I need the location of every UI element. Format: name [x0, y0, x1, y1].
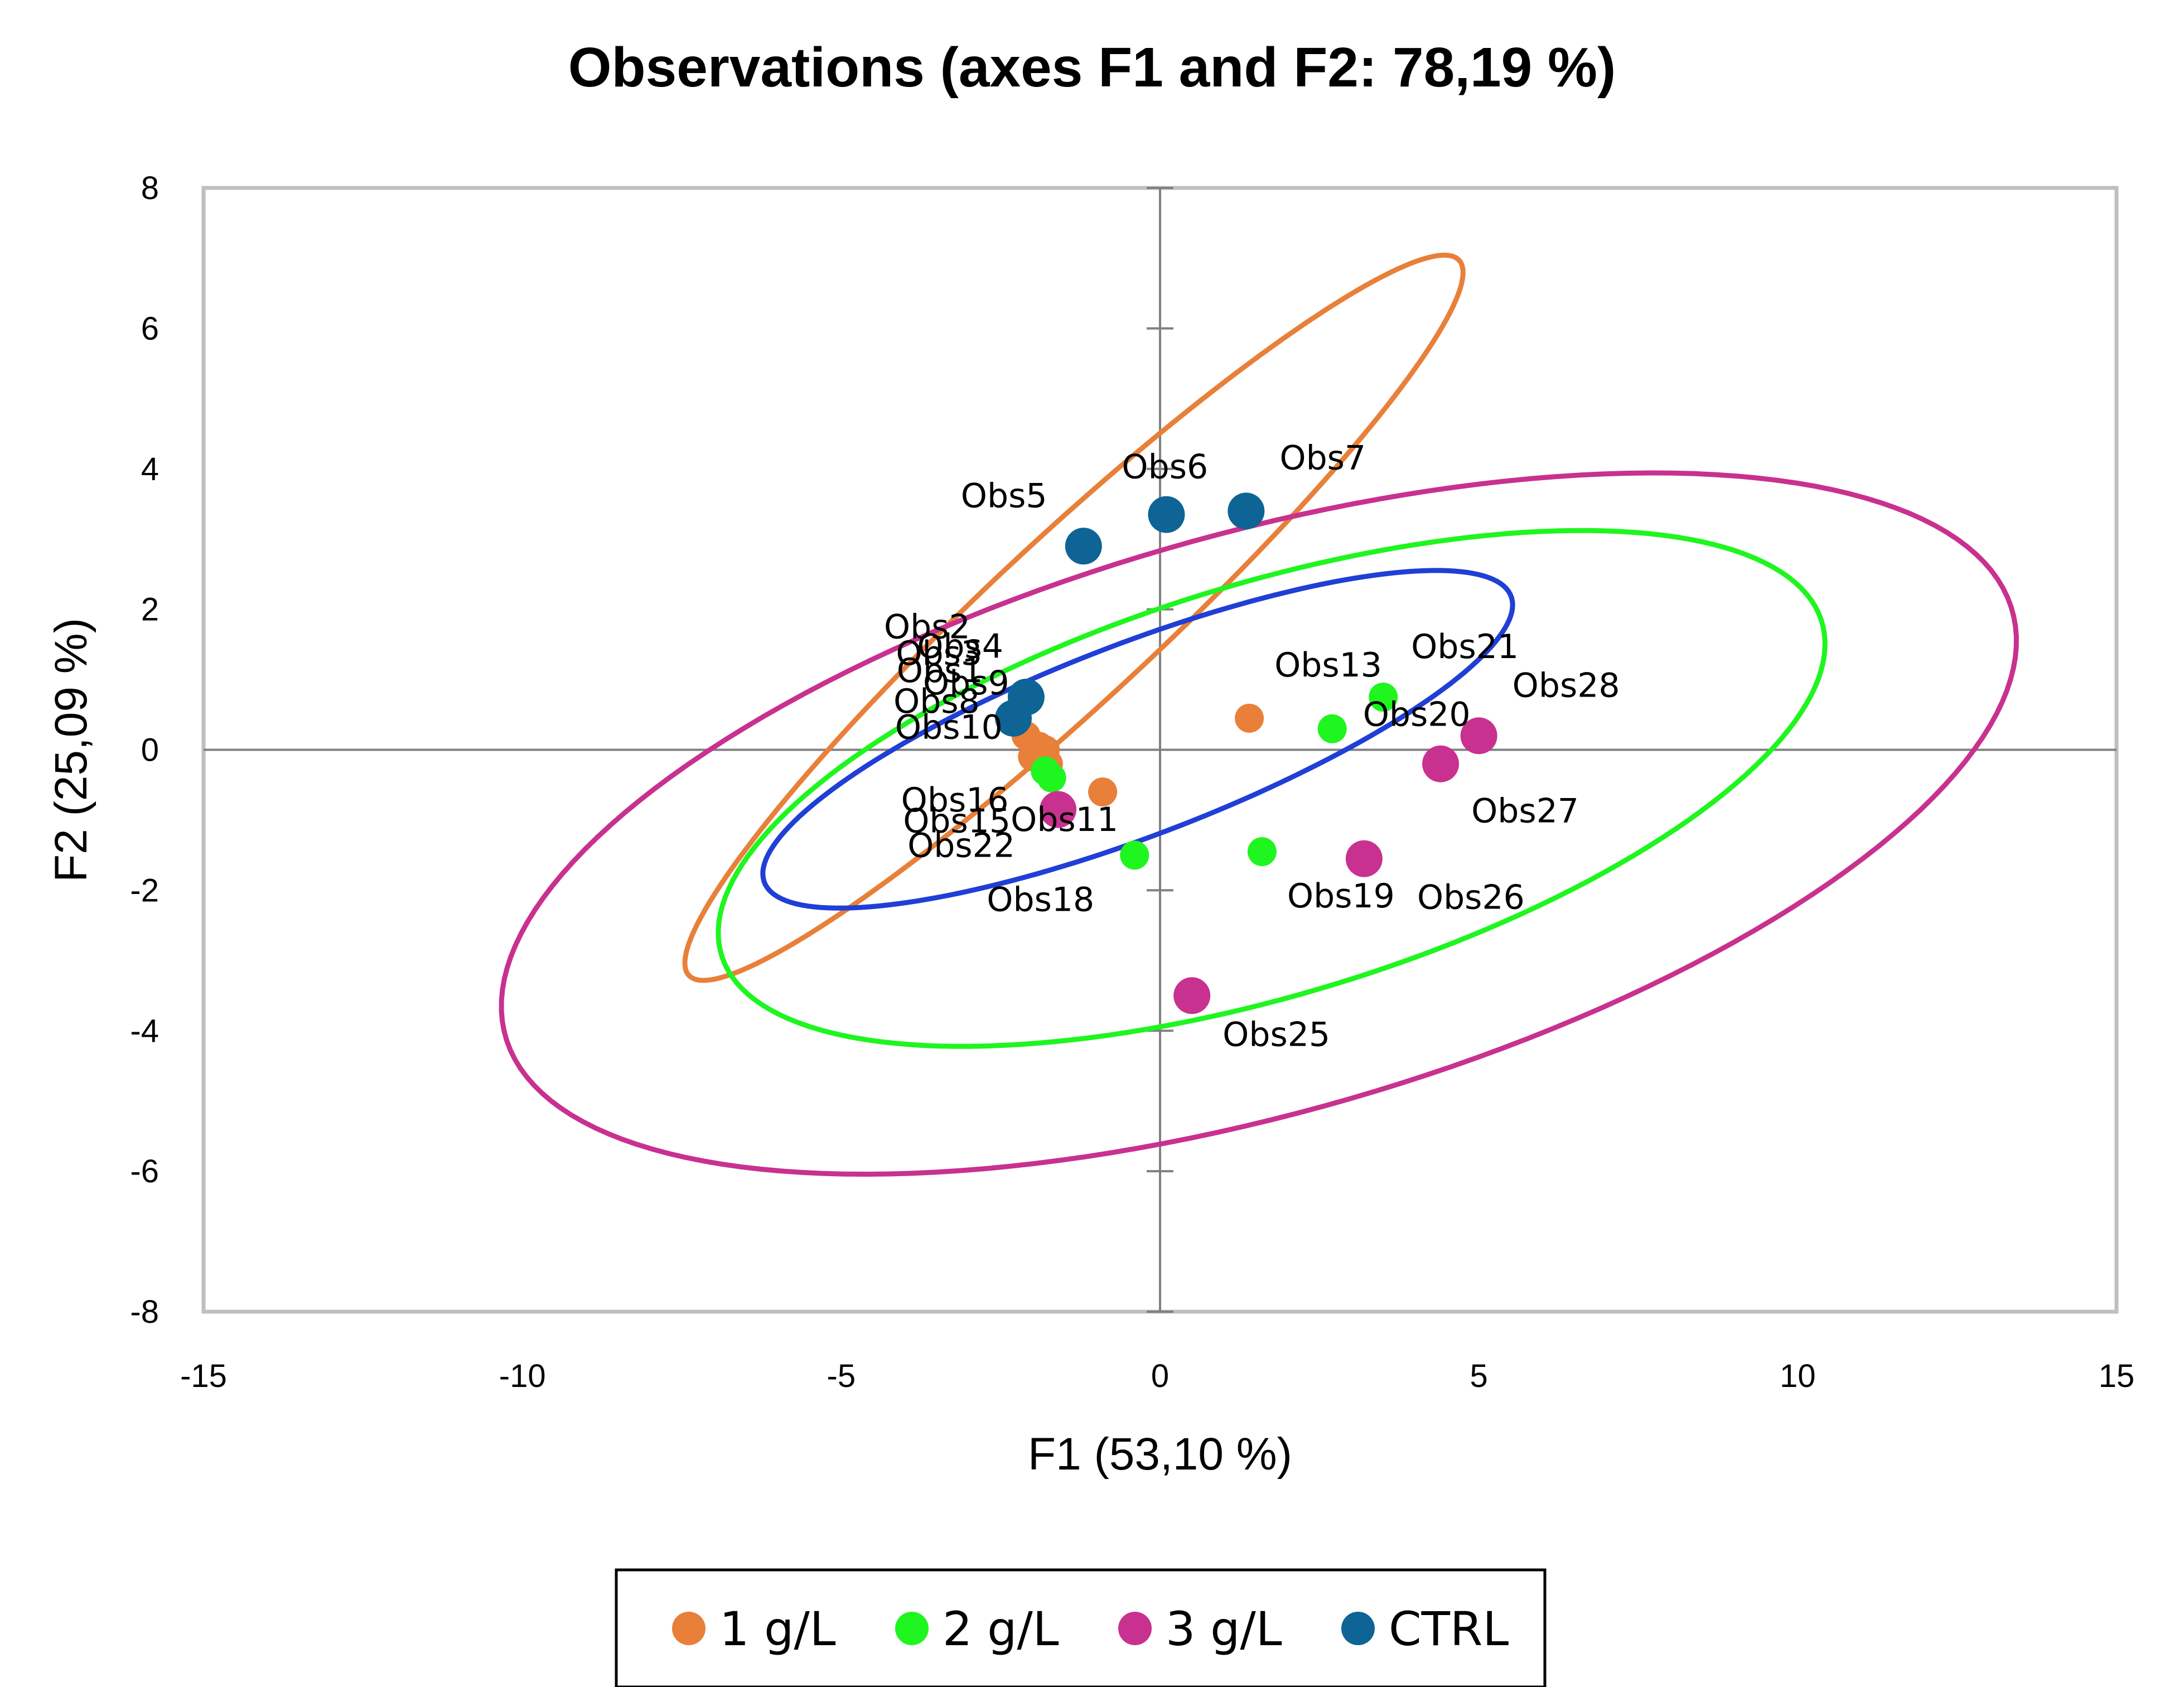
label-obs26: Obs26 [1417, 878, 1525, 917]
y-tick-label: -2 [130, 872, 159, 908]
label-obs1: Obs1 [897, 651, 983, 690]
x-tick-label: 10 [1780, 1358, 1816, 1394]
label-obs5: Obs5 [961, 476, 1047, 515]
confidence-ellipses [499, 252, 2019, 1177]
point-labels: Obs1Obs2Obs3Obs4Obs10Obs11Obs13Obs15Obs1… [884, 438, 1620, 1054]
label-obs19: Obs19 [1287, 877, 1395, 916]
label-obs27: Obs27 [1471, 792, 1579, 831]
point-obs16 [1037, 763, 1066, 792]
legend-marker-3-g-l [1118, 1612, 1152, 1645]
tick-labels: -15 -10 -5 0 5 10 15 -8 -6 -4 -2 0 2 4 6 8 [130, 170, 2134, 1394]
label-obs28: Obs28 [1513, 666, 1620, 705]
label-obs2: Obs2 [884, 607, 970, 646]
point-obs6 [1148, 496, 1185, 533]
point-obs19 [1247, 837, 1277, 867]
axes [204, 187, 2117, 1313]
y-tick-label: 2 [141, 592, 159, 628]
legend-label-ctrl: CTRL [1389, 1602, 1509, 1656]
label-obs4: Obs4 [917, 627, 1003, 666]
y-tick-label: 0 [141, 732, 159, 768]
legend-label-3-g-l: 3 g/L [1166, 1602, 1282, 1656]
chart-title: Observations (axes F1 and F2: 78,19 %) [568, 36, 1616, 99]
label-obs18: Obs18 [987, 880, 1094, 919]
label-obs7: Obs7 [1279, 438, 1366, 477]
label-obs11: Obs11 [1011, 800, 1118, 839]
y-tick-label: -6 [130, 1153, 159, 1190]
y-axis-label: F2 (25,09 %) [46, 618, 96, 882]
legend-box [615, 1568, 1547, 1687]
point-obs7 [1228, 492, 1265, 530]
label-obs9: Obs9 [923, 664, 1009, 703]
legend-marker-1-g-l [672, 1612, 706, 1645]
x-tick-label: -5 [827, 1358, 856, 1394]
y-tick-label: -8 [130, 1294, 159, 1330]
point-obs20 [1317, 714, 1347, 743]
data-points [995, 492, 1497, 1014]
y-tick-label: 4 [141, 451, 159, 487]
point-obs26 [1345, 840, 1383, 877]
x-tick-label: 5 [1470, 1358, 1488, 1394]
label-obs25: Obs25 [1223, 1015, 1330, 1054]
legend-label-1-g-l: 1 g/L [719, 1602, 836, 1656]
point-obs18 [1120, 840, 1149, 870]
point-obs9 [1007, 679, 1045, 716]
label-obs3: Obs3 [896, 634, 982, 673]
ellipse-1-g-l [682, 252, 1466, 983]
point-obs25 [1173, 977, 1211, 1014]
point-obs27 [1422, 745, 1460, 782]
y-tick-label: 8 [141, 170, 159, 206]
label-obs21: Obs21 [1411, 627, 1519, 666]
ellipse-3-g-l [499, 470, 2019, 1177]
point-obs5 [1065, 528, 1102, 565]
label-obs10: Obs10 [895, 708, 1003, 747]
legend: 1 g/L 2 g/L 3 g/L CTRL [615, 1568, 1547, 1687]
label-obs20: Obs20 [1363, 695, 1471, 734]
label-obs15: Obs15 [903, 801, 1011, 840]
legend-marker-ctrl [1341, 1612, 1375, 1645]
label-obs16: Obs16 [901, 781, 1009, 820]
label-obs8: Obs8 [893, 682, 980, 721]
x-tick-label: 0 [1151, 1358, 1169, 1394]
x-tick-label: 15 [2099, 1358, 2135, 1394]
y-tick-label: 6 [141, 311, 159, 347]
legend-marker-2-g-l [895, 1612, 929, 1645]
ellipse-2-g-l [716, 528, 1828, 1049]
point-obs13 [1235, 703, 1264, 733]
y-tick-label: -4 [130, 1013, 159, 1049]
x-tick-label: -15 [180, 1358, 227, 1394]
point-obs21 [1369, 683, 1398, 712]
point-obs22 [1040, 791, 1077, 828]
legend-label-2-g-l: 2 g/L [943, 1602, 1059, 1656]
label-obs13: Obs13 [1274, 646, 1382, 685]
x-tick-label: -10 [499, 1358, 546, 1394]
label-obs6: Obs6 [1122, 448, 1208, 487]
point-obs28 [1460, 717, 1497, 755]
label-obs22: Obs22 [907, 826, 1015, 866]
x-axis-label: F1 (53,10 %) [1028, 1429, 1292, 1480]
point-obs11 [1088, 777, 1118, 807]
ellipse-ctrl [760, 568, 1515, 911]
